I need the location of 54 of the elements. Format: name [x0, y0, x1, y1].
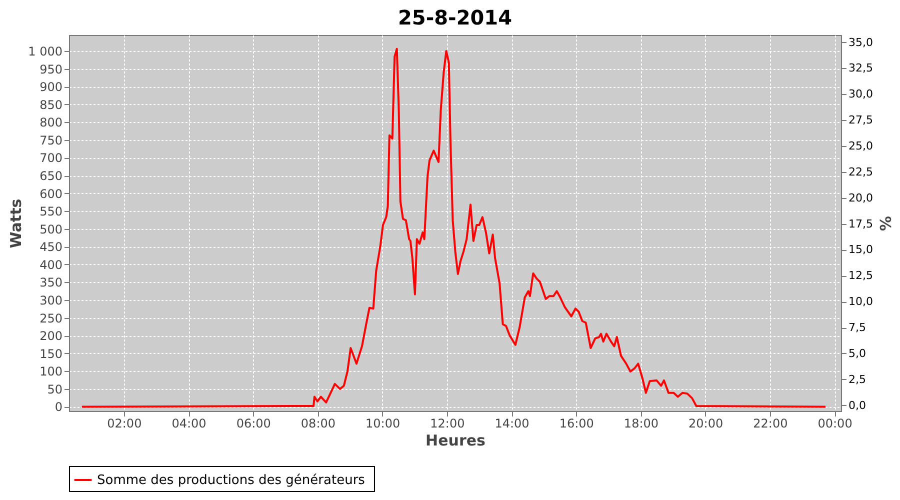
y2-tick-label: 17,5 — [848, 217, 873, 230]
x-tick-label: 14:00 — [494, 416, 530, 430]
y2-tick-label: 15,0 — [848, 243, 873, 256]
chart-title: 25-8-2014 — [398, 5, 512, 30]
y-tick-label: 650 — [40, 169, 62, 184]
legend-label: Somme des productions des générateurs — [97, 473, 366, 488]
y2-tick-label: 5,0 — [848, 346, 866, 360]
y2-tick-label: 32,5 — [848, 62, 873, 75]
y-tick-label: 500 — [40, 222, 62, 236]
y2-tick-label: 0,0 — [848, 398, 866, 412]
y-tick-label: 400 — [40, 258, 62, 272]
y2-tick-label: 22,5 — [848, 165, 873, 178]
x-tick-label: 20:00 — [688, 416, 724, 430]
y-tick-label: 200 — [40, 329, 62, 344]
y-tick-label: 1 000 — [28, 44, 62, 59]
y2-axis-title: % — [876, 216, 894, 232]
x-tick-label: 02:00 — [107, 416, 142, 430]
y-tick-label: 300 — [40, 294, 62, 308]
y-tick-label: 800 — [40, 116, 62, 130]
y-axis-title: Watts — [7, 198, 26, 248]
y2-tick-label: 12,5 — [848, 269, 873, 282]
x-tick-label: 16:00 — [559, 416, 594, 430]
x-axis-title: Heures — [426, 432, 486, 450]
y2-tick-label: 27,5 — [848, 114, 873, 127]
y2-tick-label: 35,0 — [848, 36, 873, 49]
x-tick-label: 12:00 — [430, 416, 465, 430]
x-tick-label: 10:00 — [366, 416, 400, 430]
y-tick-label: 450 — [40, 240, 62, 254]
y-tick-label: 900 — [40, 80, 62, 94]
y-tick-label: 550 — [40, 204, 62, 219]
y-tick-label: 100 — [40, 364, 62, 379]
x-tick-label: 18:00 — [624, 416, 659, 430]
x-tick-label: 00:00 — [818, 416, 852, 430]
y-tick-label: 700 — [40, 151, 62, 166]
y-tick-label: 350 — [40, 276, 62, 290]
y-tick-label: 150 — [40, 346, 62, 361]
y-tick-label: 850 — [40, 98, 62, 112]
y2-tick-label: 25,0 — [848, 139, 873, 152]
y-tick-label: 50 — [47, 382, 62, 396]
x-tick-label: 22:00 — [753, 416, 788, 430]
y-tick-label: 950 — [40, 62, 62, 76]
y2-tick-label: 20,0 — [848, 191, 873, 204]
x-tick-label: 06:00 — [236, 416, 271, 430]
y-tick-label: 750 — [40, 133, 62, 148]
y-tick-label: 0 — [54, 400, 62, 414]
x-tick-label: 04:00 — [172, 416, 206, 430]
y2-tick-label: 30,0 — [848, 88, 873, 101]
y2-tick-label: 10,0 — [848, 295, 873, 308]
y-tick-label: 250 — [40, 311, 62, 326]
x-tick-label: 08:00 — [300, 416, 336, 430]
line-series — [80, 48, 826, 408]
y2-tick-label: 2,5 — [848, 372, 866, 386]
y-tick-label: 600 — [40, 186, 62, 201]
y2-tick-label: 7,5 — [848, 321, 866, 334]
